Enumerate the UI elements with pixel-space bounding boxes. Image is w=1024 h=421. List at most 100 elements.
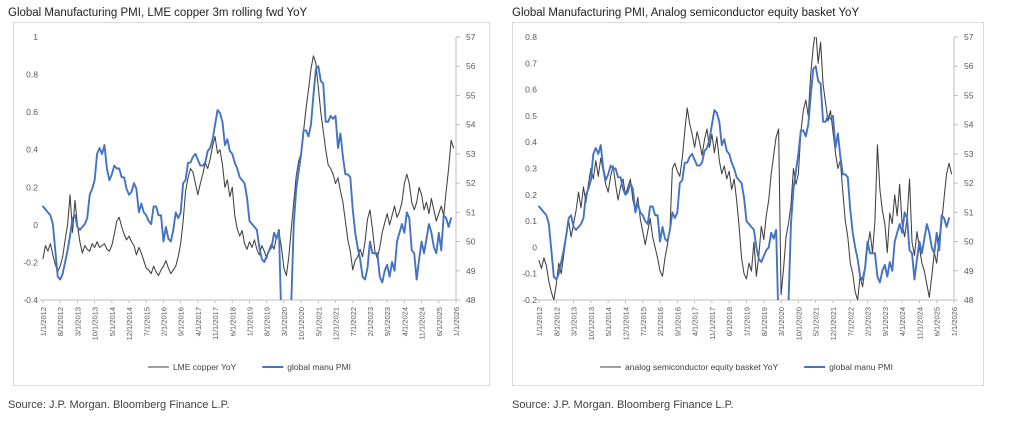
right-axis-tick-label: 57 — [466, 32, 476, 42]
x-tick-label: 9/1/2023 — [383, 307, 392, 336]
x-tick-label: 1/1/2012 — [535, 307, 544, 336]
legend: analog semiconductor equity basket YoY gl… — [600, 362, 893, 372]
x-tick-label: 11/1/2017 — [708, 307, 717, 340]
left-axis-tick-label: -0.2 — [522, 295, 537, 305]
x-tick-label: 4/1/2024 — [898, 307, 907, 336]
x-tick-label: 4/1/2017 — [194, 307, 203, 336]
left-axis-tick-label: 0.8 — [26, 70, 38, 80]
left-source-note: Source: J.P. Morgan. Bloomberg Finance L… — [8, 399, 230, 411]
series-line-pmi — [538, 65, 951, 300]
left-axis-tick-label: -0.1 — [522, 269, 537, 279]
right-axis-tick-label: 55 — [466, 90, 476, 100]
x-tick-label: 7/1/2015 — [639, 307, 648, 336]
x-tick-label: 3/1/2013 — [73, 307, 82, 336]
x-tick-label: 8/1/2012 — [552, 307, 561, 336]
right-axis: 57 56 55 54 53 52 51 50 49 48 — [455, 32, 476, 305]
x-tick-label: 11/1/2024 — [915, 307, 924, 340]
left-axis-tick-label: 1 — [33, 32, 38, 42]
left-chart-title: Global Manufacturing PMI, LME copper 3m … — [8, 7, 308, 19]
right-axis-tick-label: 50 — [466, 237, 476, 247]
x-tick-label: 11/1/2017 — [211, 307, 220, 340]
x-tick-label: 12/1/2021 — [332, 307, 341, 340]
x-tick-label: 6/1/2025 — [435, 307, 444, 336]
series-line-black — [538, 37, 953, 300]
x-tick-label: 3/1/2020 — [280, 307, 289, 336]
x-tick-label: 2/1/2016 — [159, 307, 168, 336]
legend-label: global manu PMI — [829, 362, 893, 372]
left-figure: Global Manufacturing PMI, LME copper 3m … — [8, 6, 492, 411]
x-tick-label: 12/1/2014 — [125, 307, 134, 340]
left-axis-tick-label: 0.4 — [26, 145, 38, 155]
right-axis-tick-label: 48 — [466, 295, 476, 305]
x-tick-label: 10/1/2020 — [297, 307, 306, 340]
legend-label: LME copper YoY — [173, 362, 237, 372]
right-axis-tick-label: 51 — [466, 207, 476, 217]
left-axis-tick-label: 0 — [33, 220, 38, 230]
left-axis-tick-label: 0.6 — [26, 107, 38, 117]
right-source-note: Source: J.P. Morgan. Bloomberg Finance L… — [512, 399, 734, 411]
legend-label: analog semiconductor equity basket YoY — [625, 362, 778, 372]
right-axis-tick-label: 53 — [964, 149, 974, 159]
x-tick-label: 3/1/2020 — [777, 307, 786, 336]
x-tick-label: 5/1/2021 — [314, 307, 323, 336]
x-tick-label: 4/1/2024 — [400, 307, 409, 336]
right-figure: Global Manufacturing PMI, Analog semicon… — [512, 6, 990, 411]
x-tick-label: 1/1/2019 — [246, 307, 255, 336]
left-axis-tick-label: 0.3 — [525, 164, 537, 174]
x-tick-label: 10/1/2020 — [794, 307, 803, 340]
right-axis-tick-label: 49 — [466, 266, 476, 276]
x-tick-label: 1/1/2026 — [950, 307, 959, 336]
left-chart-canvas: 1/1/2012 8/1/2012 3/1/2013 10/1/2013 5/1/201… — [23, 32, 476, 372]
left-axis-tick-label: 0.2 — [525, 190, 537, 200]
x-axis: 1/1/2012 8/1/2012 3/1/2013 10/1/2013 5/1/201… — [39, 299, 461, 340]
right-chart-canvas: 1/1/2012 8/1/2012 3/1/2013 10/1/2013 5/1/201… — [522, 32, 974, 372]
right-axis-tick-label: 48 — [964, 295, 974, 305]
x-tick-label: 12/1/2021 — [829, 307, 838, 340]
left-axis-tick-label: 0 — [532, 242, 537, 252]
x-tick-label: 7/1/2022 — [349, 307, 358, 336]
left-axis-tick-label: -0.2 — [23, 257, 38, 267]
x-tick-label: 11/1/2024 — [418, 307, 427, 340]
x-tick-label: 8/1/2012 — [56, 307, 65, 336]
right-axis-tick-label: 54 — [466, 120, 476, 130]
right-axis-tick-label: 57 — [964, 32, 974, 42]
x-tick-label: 1/1/2026 — [452, 307, 461, 336]
x-tick-label: 5/1/2014 — [108, 307, 117, 336]
right-chart-title: Global Manufacturing PMI, Analog semicon… — [512, 7, 860, 19]
x-tick-label: 4/1/2017 — [691, 307, 700, 336]
series-line-black — [42, 55, 455, 277]
x-tick-label: 2/1/2023 — [864, 307, 873, 336]
legend-label: global manu PMI — [287, 362, 351, 372]
x-tick-label: 8/1/2019 — [263, 307, 272, 336]
right-axis-tick-label: 54 — [964, 120, 974, 130]
right-axis-tick-label: 56 — [466, 61, 476, 71]
left-axis-tick-label: 0.7 — [525, 58, 537, 68]
right-axis-tick-label: 49 — [964, 266, 974, 276]
right-axis-tick-label: 52 — [466, 178, 476, 188]
x-tick-label: 6/1/2018 — [228, 307, 237, 336]
x-tick-label: 6/1/2018 — [725, 307, 734, 336]
left-axis-tick-label: 0.5 — [525, 111, 537, 121]
x-tick-label: 9/1/2016 — [673, 307, 682, 336]
x-tick-label: 2/1/2016 — [656, 307, 665, 336]
left-axis: 0.8 0.7 0.6 0.5 0.4 0.3 0.2 0.1 0 -0.1 -0.2 — [522, 32, 537, 305]
x-tick-label: 7/1/2015 — [142, 307, 151, 336]
left-axis-tick-label: 0.6 — [525, 85, 537, 95]
right-axis: 57 56 55 54 53 52 51 50 49 48 — [953, 32, 974, 305]
x-axis: 1/1/2012 8/1/2012 3/1/2013 10/1/2013 5/1/201… — [535, 299, 959, 340]
right-chart-panel: 1/1/2012 8/1/2012 3/1/2013 10/1/2013 5/1/201… — [512, 22, 984, 386]
x-tick-label: 7/1/2022 — [846, 307, 855, 336]
x-tick-label: 3/1/2013 — [570, 307, 579, 336]
left-axis-tick-label: 0.4 — [525, 137, 537, 147]
left-chart-panel: 1/1/2012 8/1/2012 3/1/2013 10/1/2013 5/1/201… — [13, 22, 490, 386]
x-tick-label: 2/1/2023 — [366, 307, 375, 336]
right-axis-tick-label: 56 — [964, 61, 974, 71]
left-axis-tick-label: -0.4 — [23, 295, 38, 305]
left-axis-tick-label: 0.1 — [525, 216, 537, 226]
left-axis-tick-label: 0.8 — [525, 32, 537, 42]
series-group — [538, 37, 953, 300]
x-tick-label: 8/1/2019 — [760, 307, 769, 336]
x-tick-label: 5/1/2014 — [604, 307, 613, 336]
x-tick-label: 9/1/2016 — [177, 307, 186, 336]
